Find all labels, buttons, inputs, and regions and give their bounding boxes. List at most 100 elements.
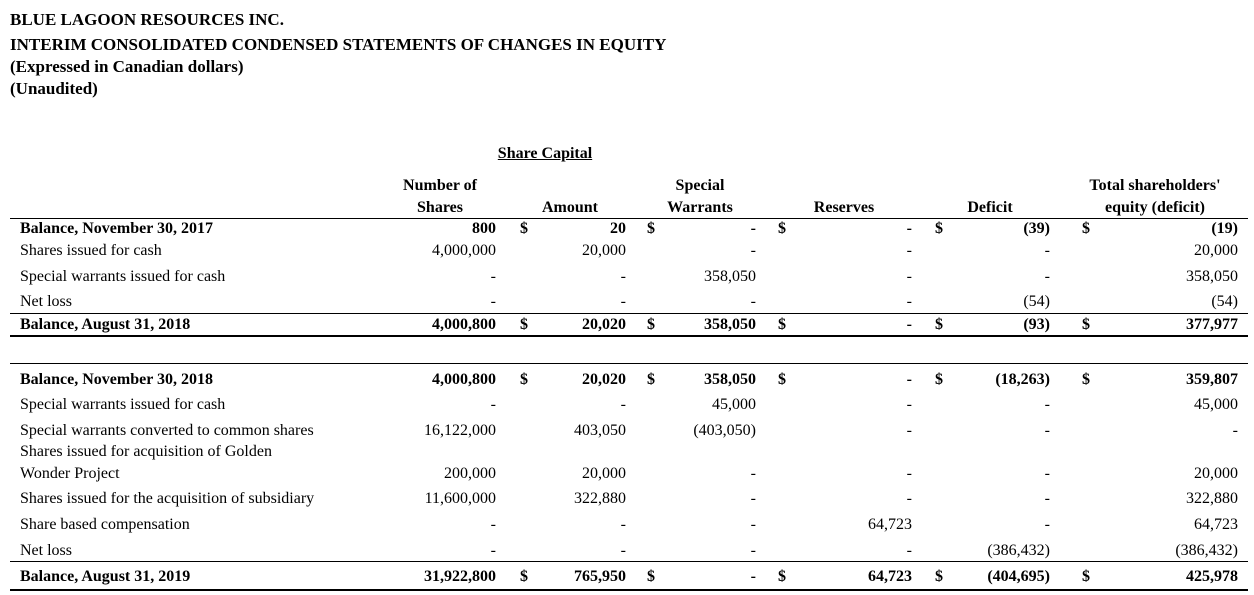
cell-amount: -: [620, 293, 626, 310]
row-label: Net loss: [20, 293, 72, 310]
cell-total: 377,977: [1186, 316, 1238, 333]
dollar-sign-deficit: $: [935, 568, 943, 585]
cell-amount: 20,000: [582, 465, 626, 482]
row-label: Balance, August 31, 2019: [20, 568, 191, 585]
cell-total: 358,050: [1186, 268, 1238, 285]
cell-special-warrants: -: [750, 490, 756, 507]
cell-amount: 322,880: [574, 490, 626, 507]
cell-shares: -: [490, 516, 496, 533]
cell-reserves: -: [906, 422, 912, 439]
dollar-sign-deficit: $: [935, 371, 943, 388]
dollar-sign-total: $: [1082, 316, 1090, 333]
header-rule: [10, 218, 1248, 219]
cell-deficit: -: [1044, 465, 1050, 482]
dollar-sign-total: $: [1082, 568, 1090, 585]
cell-special-warrants: -: [750, 220, 756, 237]
cell-reserves: -: [906, 316, 912, 333]
col-reserves: Reserves: [813, 199, 875, 216]
cell-amount: 20: [610, 220, 626, 237]
dollar-sign-special-warrants: $: [647, 316, 655, 333]
cell-amount: 20,020: [582, 316, 626, 333]
cell-deficit: (404,695): [987, 568, 1050, 585]
row-label: Net loss: [20, 542, 72, 559]
cell-special-warrants: -: [750, 516, 756, 533]
cell-special-warrants: -: [750, 542, 756, 559]
cell-deficit: -: [1044, 242, 1050, 259]
dollar-sign-reserves: $: [778, 220, 786, 237]
double-rule-2018: [10, 335, 1248, 337]
dollar-sign-amount: $: [520, 371, 528, 388]
cell-special-warrants: -: [750, 465, 756, 482]
cell-special-warrants: (403,050): [693, 422, 756, 439]
dollar-sign-total: $: [1082, 371, 1090, 388]
cell-shares: 16,122,000: [424, 422, 496, 439]
cell-deficit: (54): [1023, 293, 1050, 310]
col-amount: Amount: [541, 199, 598, 216]
cell-shares: 4,000,800: [432, 371, 496, 388]
cell-deficit: -: [1044, 268, 1050, 285]
double-rule-2019: [10, 589, 1248, 591]
dollar-sign-deficit: $: [935, 316, 943, 333]
col-shares-line1: Number of: [403, 177, 477, 194]
dollar-sign-deficit: $: [935, 220, 943, 237]
cell-special-warrants: 358,050: [704, 316, 756, 333]
cell-reserves: -: [906, 490, 912, 507]
subtotal-rule-2018: [10, 313, 1248, 314]
company-name: BLUE LAGOON RESOURCES INC.: [10, 10, 284, 29]
cell-amount: 20,000: [582, 242, 626, 259]
statement-title: INTERIM CONSOLIDATED CONDENSED STATEMENT…: [10, 35, 667, 54]
dollar-sign-special-warrants: $: [647, 220, 655, 237]
col-special-warrants-line2: Warrants: [667, 199, 733, 216]
cell-shares: 800: [472, 220, 496, 237]
cell-deficit: -: [1044, 490, 1050, 507]
cell-special-warrants: 358,050: [704, 371, 756, 388]
row-label: Wonder Project: [20, 465, 120, 482]
cell-shares: 200,000: [444, 465, 496, 482]
cell-deficit: -: [1044, 516, 1050, 533]
cell-deficit: (18,263): [995, 371, 1050, 388]
cell-shares: -: [490, 542, 496, 559]
subtotal-rule-2019: [10, 561, 1248, 562]
cell-amount: -: [620, 396, 626, 413]
cell-special-warrants: 358,050: [704, 268, 756, 285]
cell-shares: 4,000,000: [432, 242, 496, 259]
dollar-sign-reserves: $: [778, 316, 786, 333]
row-label: Special warrants issued for cash: [20, 396, 226, 413]
cell-shares: -: [490, 293, 496, 310]
row-label: Balance, November 30, 2017: [20, 220, 214, 237]
cell-shares: -: [490, 268, 496, 285]
cell-total: 20,000: [1194, 465, 1238, 482]
cell-total: -: [1232, 422, 1238, 439]
dollar-sign-reserves: $: [778, 568, 786, 585]
currency-note: (Expressed in Canadian dollars): [10, 57, 244, 76]
cell-reserves: -: [906, 542, 912, 559]
dollar-sign-total: $: [1082, 220, 1090, 237]
cell-reserves: -: [906, 396, 912, 413]
cell-deficit: (93): [1023, 316, 1050, 333]
cell-shares: 31,922,800: [424, 568, 496, 585]
cell-total: 359,807: [1186, 371, 1238, 388]
cell-special-warrants: -: [750, 242, 756, 259]
cell-reserves: -: [906, 220, 912, 237]
cell-reserves: 64,723: [868, 516, 912, 533]
cell-reserves: -: [906, 268, 912, 285]
col-shares-line2: Shares: [417, 199, 463, 216]
cell-shares: -: [490, 396, 496, 413]
cell-special-warrants: 45,000: [712, 396, 756, 413]
row-label: Shares issued for acquisition of Golden: [20, 443, 272, 460]
audit-note: (Unaudited): [10, 79, 98, 98]
cell-deficit: -: [1044, 422, 1050, 439]
cell-total: 425,978: [1186, 568, 1238, 585]
share-capital-group-header: Share Capital: [497, 145, 593, 162]
cell-reserves: 64,723: [868, 568, 912, 585]
cell-amount: -: [620, 268, 626, 285]
col-total-line2: equity (deficit): [1105, 199, 1205, 216]
row-label: Shares issued for the acquisition of sub…: [20, 490, 315, 507]
cell-reserves: -: [906, 293, 912, 310]
cell-total: (54): [1211, 293, 1238, 310]
col-total-line1: Total shareholders': [1089, 177, 1221, 194]
cell-total: (19): [1211, 220, 1238, 237]
cell-reserves: -: [906, 465, 912, 482]
col-special-warrants-line1: Special: [675, 177, 725, 194]
